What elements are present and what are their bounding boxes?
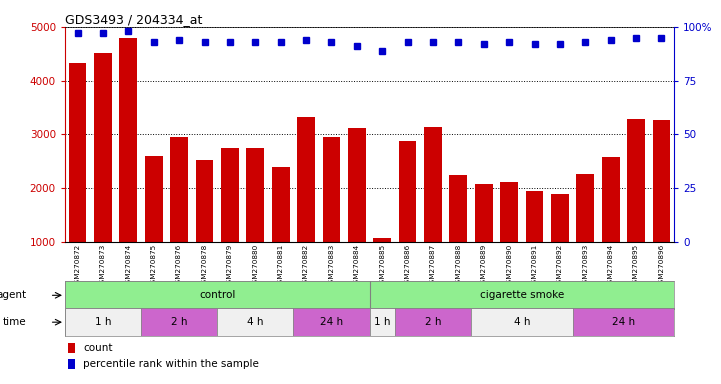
Bar: [195, 160, 213, 242]
Bar: [572, 308, 674, 336]
Bar: [65, 281, 369, 309]
Text: time: time: [3, 317, 27, 327]
Bar: [120, 38, 137, 242]
Bar: [170, 137, 188, 242]
Text: GDS3493 / 204334_at: GDS3493 / 204334_at: [65, 13, 203, 26]
Bar: [217, 308, 293, 336]
Bar: [141, 308, 217, 336]
Bar: [297, 117, 315, 242]
Bar: [221, 148, 239, 242]
Bar: [369, 281, 674, 309]
Text: 4 h: 4 h: [247, 317, 264, 327]
Text: 24 h: 24 h: [320, 317, 343, 327]
Bar: [424, 127, 442, 242]
Bar: [627, 119, 645, 242]
Bar: [526, 191, 544, 242]
Bar: [68, 359, 75, 369]
Bar: [68, 63, 87, 242]
Bar: [369, 308, 395, 336]
Bar: [65, 308, 141, 336]
Bar: [576, 174, 594, 242]
Bar: [145, 156, 163, 242]
Text: control: control: [199, 290, 235, 300]
Bar: [395, 308, 471, 336]
Bar: [653, 120, 671, 242]
Bar: [322, 137, 340, 242]
Text: agent: agent: [0, 290, 27, 300]
Bar: [247, 148, 264, 242]
Text: 2 h: 2 h: [425, 317, 441, 327]
Bar: [399, 141, 417, 242]
Text: 1 h: 1 h: [374, 317, 391, 327]
Bar: [449, 175, 467, 242]
Bar: [500, 182, 518, 242]
Bar: [94, 53, 112, 242]
Bar: [293, 308, 369, 336]
Bar: [68, 343, 75, 353]
Text: percentile rank within the sample: percentile rank within the sample: [83, 359, 259, 369]
Bar: [373, 238, 391, 242]
Bar: [475, 184, 492, 242]
Bar: [471, 308, 572, 336]
Text: 1 h: 1 h: [94, 317, 111, 327]
Text: 24 h: 24 h: [612, 317, 635, 327]
Bar: [602, 157, 619, 242]
Bar: [551, 194, 569, 242]
Text: 2 h: 2 h: [171, 317, 187, 327]
Bar: [272, 167, 290, 242]
Text: count: count: [83, 343, 112, 353]
Text: cigarette smoke: cigarette smoke: [479, 290, 564, 300]
Text: 4 h: 4 h: [513, 317, 530, 327]
Bar: [348, 129, 366, 242]
